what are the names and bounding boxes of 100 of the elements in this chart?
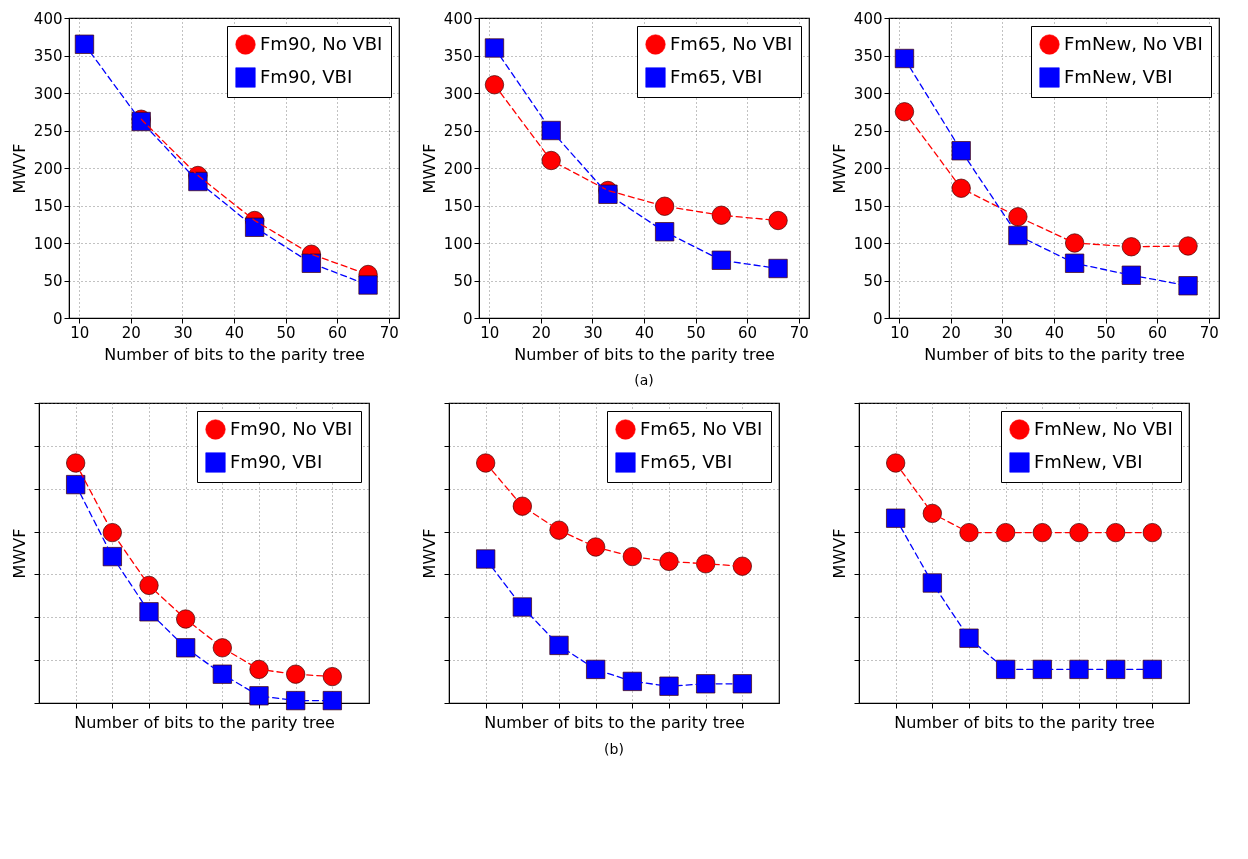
- y-tick-label: 200: [33, 159, 63, 178]
- point: [286, 691, 306, 711]
- point: [732, 674, 752, 694]
- y-tick-label: 0: [462, 309, 473, 328]
- x-tick-label: 40: [634, 323, 655, 342]
- y-tick-label: 400: [33, 9, 63, 28]
- point: [1142, 659, 1162, 679]
- point: [301, 253, 321, 273]
- point: [139, 602, 159, 622]
- point: [659, 676, 679, 696]
- x-tick-label: 50: [1096, 323, 1116, 342]
- y-tick-label: 100: [33, 234, 63, 253]
- y-tick-label: 300: [853, 84, 883, 103]
- point: [1065, 253, 1085, 273]
- point: [102, 523, 122, 543]
- point: [922, 573, 942, 593]
- point: [951, 178, 971, 198]
- point: [959, 523, 979, 543]
- legend-label: Fm65, VBI: [670, 65, 763, 87]
- point: [655, 222, 675, 242]
- point: [768, 210, 788, 231]
- point: [1032, 659, 1052, 679]
- x-tick-label: 10: [480, 323, 500, 342]
- legend-label: Fm90, VBI: [260, 65, 353, 87]
- point: [249, 659, 269, 679]
- point: [1121, 265, 1141, 285]
- point: [886, 453, 906, 473]
- x-tick-label: 60: [328, 323, 348, 342]
- x-tick-label: 60: [1148, 323, 1168, 342]
- point: [66, 453, 86, 473]
- x-tick-label: 20: [121, 323, 141, 342]
- y-tick-label: 150: [853, 197, 883, 215]
- point: [1178, 236, 1198, 256]
- y-tick-label: 200: [853, 159, 883, 178]
- point: [139, 575, 159, 595]
- point: [322, 691, 342, 711]
- x-axis-title: Number of bits to the parity tree: [924, 344, 1185, 364]
- point: [74, 34, 95, 54]
- point: [541, 150, 561, 171]
- x-tick-label: 70: [379, 323, 399, 342]
- x-axis-title: Number of bits to the parity tree: [894, 713, 1155, 732]
- point: [996, 659, 1016, 679]
- y-axis-title: MWVF: [829, 143, 849, 194]
- y-tick-label: 50: [453, 272, 473, 290]
- point: [894, 102, 915, 122]
- y-tick-label: 150: [33, 197, 63, 215]
- legend-label: FmNew, VBI: [1034, 450, 1143, 472]
- point: [512, 496, 532, 516]
- x-tick-label: 70: [789, 323, 809, 342]
- point: [996, 523, 1016, 543]
- x-tick-label: 70: [1199, 323, 1219, 342]
- point: [1069, 659, 1089, 679]
- y-axis-title: MWVF: [420, 528, 439, 579]
- legend-label: Fm65, VBI: [640, 450, 733, 472]
- point: [245, 217, 265, 237]
- x-tick-label: 10: [70, 323, 90, 342]
- point: [586, 659, 606, 679]
- point: [541, 120, 561, 141]
- point: [176, 638, 196, 658]
- point: [655, 196, 675, 216]
- legend-label: FmNew, No VBI: [1064, 32, 1203, 54]
- y-tick-label: 400: [853, 9, 883, 28]
- y-tick-label: 250: [443, 122, 473, 140]
- y-axis-title: MWVF: [830, 528, 849, 579]
- point: [1008, 225, 1028, 246]
- y-axis-title: MWVF: [10, 528, 29, 579]
- x-tick-label: 30: [993, 323, 1013, 342]
- point: [1069, 523, 1089, 543]
- point: [696, 674, 716, 694]
- point: [358, 275, 378, 295]
- x-tick-label: 50: [686, 323, 706, 342]
- point: [922, 503, 942, 523]
- point: [66, 475, 86, 495]
- point: [1065, 233, 1085, 253]
- y-tick-label: 250: [853, 122, 883, 140]
- point: [212, 638, 232, 658]
- x-tick-label: 30: [583, 323, 603, 342]
- x-tick-label: 40: [1044, 323, 1065, 342]
- point: [249, 686, 269, 706]
- x-tick-label: 30: [173, 323, 193, 342]
- legend-label: Fm90, VBI: [230, 450, 323, 472]
- point: [696, 554, 716, 574]
- point: [951, 141, 971, 161]
- x-tick-label: 40: [224, 323, 245, 342]
- point: [732, 556, 752, 576]
- point: [476, 453, 496, 473]
- x-axis-title: Number of bits to the parity tree: [514, 344, 775, 364]
- legend-label: Fm90, No VBI: [260, 32, 383, 54]
- point: [1178, 276, 1198, 296]
- legend-label: Fm65, No VBI: [670, 32, 793, 54]
- point: [586, 537, 606, 557]
- point: [711, 205, 731, 225]
- y-tick-label: 50: [43, 272, 63, 290]
- point: [1121, 237, 1141, 257]
- y-tick-label: 100: [443, 234, 473, 253]
- point: [886, 508, 906, 528]
- y-tick-label: 200: [443, 159, 473, 178]
- y-tick-label: 350: [853, 47, 883, 65]
- point: [659, 551, 679, 571]
- legend-label: Fm65, No VBI: [640, 417, 763, 439]
